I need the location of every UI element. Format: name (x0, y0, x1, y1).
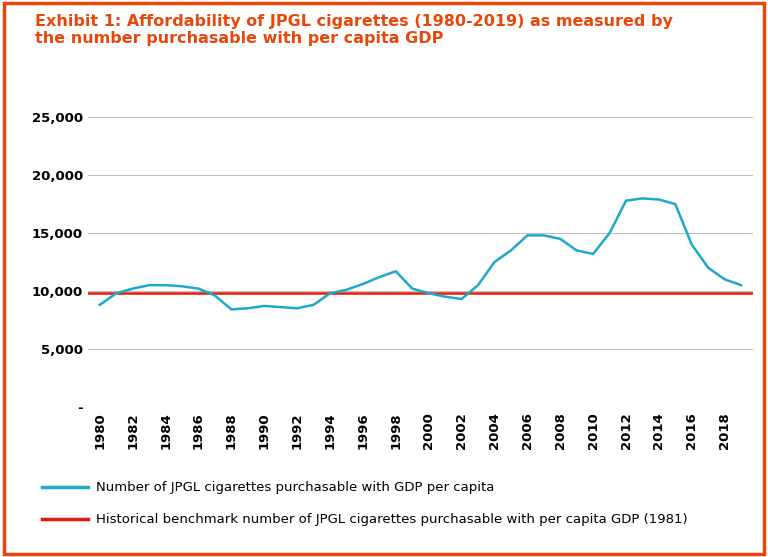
Text: Number of JPGL cigarettes purchasable with GDP per capita: Number of JPGL cigarettes purchasable wi… (96, 481, 495, 494)
Text: Historical benchmark number of JPGL cigarettes purchasable with per capita GDP (: Historical benchmark number of JPGL ciga… (96, 512, 687, 526)
Text: Exhibit 1: Affordability of JPGL cigarettes (1980-2019) as measured by
the numbe: Exhibit 1: Affordability of JPGL cigaret… (35, 14, 673, 46)
